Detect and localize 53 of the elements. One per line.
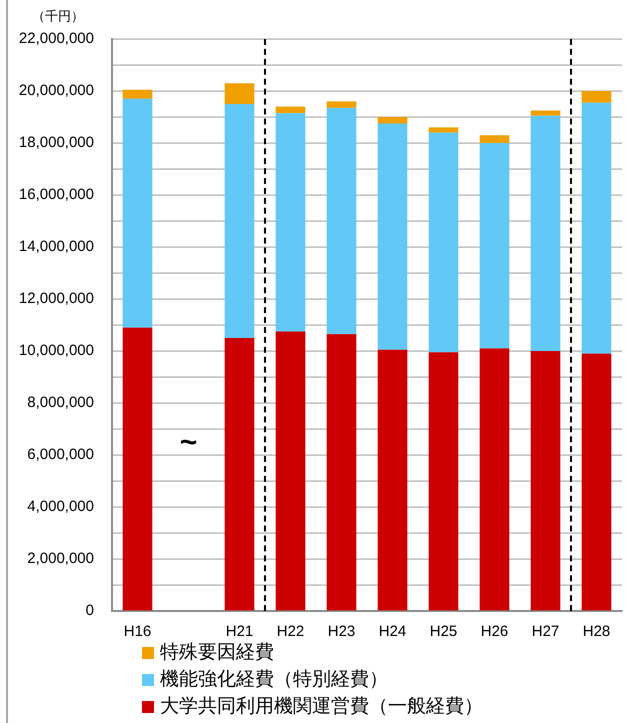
- bar: [582, 91, 612, 103]
- bar: [378, 117, 408, 124]
- y-tick-label: 2,000,000: [27, 550, 94, 568]
- bar: [326, 101, 356, 108]
- legend-label: 大学共同利用機関運営費（一般経費）: [160, 696, 483, 718]
- bar: [326, 334, 356, 610]
- y-tick-label: 14,000,000: [18, 238, 94, 256]
- annotation: ~: [180, 426, 198, 460]
- x-tick-label: H22: [276, 623, 304, 640]
- bar: [224, 83, 254, 104]
- y-tick-label: 0: [86, 602, 94, 620]
- x-tick-label: H16: [124, 623, 152, 640]
- bar: [326, 108, 356, 334]
- x-tick-label: H24: [378, 623, 406, 640]
- bar: [480, 143, 510, 348]
- x-tick-label: H27: [532, 623, 560, 640]
- x-tick-label: H23: [328, 623, 356, 640]
- bar: [582, 354, 612, 610]
- legend-label: 機能強化経費（特別経費）: [160, 669, 388, 690]
- x-tick-label: H28: [582, 623, 610, 640]
- bar: [428, 127, 458, 133]
- y-axis-title: （千円）: [32, 8, 84, 24]
- y-tick-label: 6,000,000: [27, 446, 94, 464]
- y-tick-label: 8,000,000: [27, 394, 94, 412]
- bar: [480, 135, 510, 143]
- bar: [582, 102, 612, 354]
- bar: [224, 104, 254, 338]
- bar: [480, 348, 510, 610]
- y-tick-label: 12,000,000: [18, 290, 94, 308]
- bar: [122, 90, 152, 99]
- bar: [530, 116, 560, 351]
- bar: [224, 338, 254, 610]
- y-tick-label: 18,000,000: [18, 134, 94, 152]
- legend-label: 特殊要因経費: [160, 642, 274, 664]
- y-tick-label: 10,000,000: [18, 342, 94, 360]
- x-tick-label: H21: [226, 623, 254, 640]
- y-tick-label: 4,000,000: [27, 498, 94, 516]
- y-tick-label: 16,000,000: [18, 186, 94, 204]
- bar: [276, 113, 306, 332]
- bar: [428, 352, 458, 610]
- bar: [378, 124, 408, 350]
- x-tick-label: H26: [480, 623, 508, 640]
- bar: [122, 328, 152, 610]
- bar: [530, 110, 560, 116]
- bar: [530, 351, 560, 610]
- y-tick-label: 20,000,000: [18, 82, 94, 100]
- x-tick-label: H25: [430, 623, 458, 640]
- bar: [276, 106, 306, 114]
- bar: [276, 332, 306, 610]
- bar: [428, 132, 458, 352]
- bar: [378, 350, 408, 610]
- y-tick-label: 22,000,000: [18, 30, 94, 48]
- bar: [122, 98, 152, 328]
